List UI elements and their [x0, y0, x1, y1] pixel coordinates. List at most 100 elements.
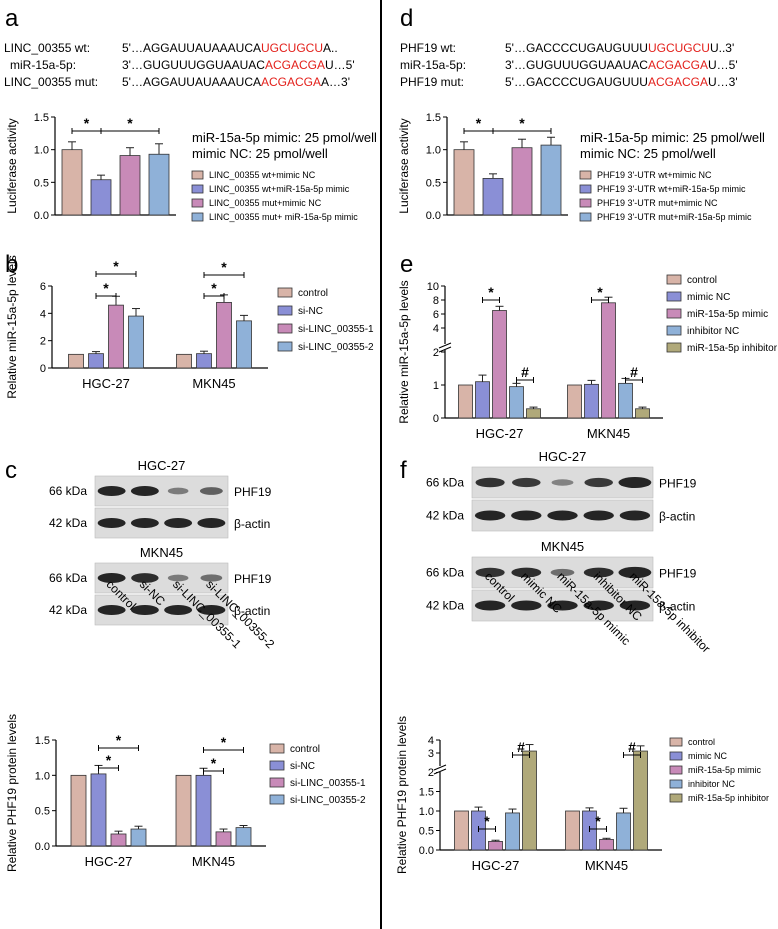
seq-pre: 5'…GACCCCUGAUGUUU: [505, 41, 648, 55]
bar-si-linc-00355-2: [236, 320, 252, 369]
legend-swatch: [579, 198, 592, 208]
legend-label: miR-15a-5p mimic: [687, 309, 768, 320]
seq-pre: 5'…AGGAUUAUAAAUCA: [122, 41, 261, 55]
y-tick-label: 0.0: [419, 845, 434, 857]
blot-band: [474, 600, 506, 611]
legend-label: si-LINC_00355-2: [290, 795, 366, 806]
seq-highlight: UGCUGCU: [648, 41, 710, 55]
y-tick-label: 0: [433, 413, 439, 425]
sig-marker: *: [221, 259, 227, 275]
bar-si-nc: [90, 773, 107, 847]
y-tick-label: 0.0: [426, 210, 441, 222]
y-tick-label: 4: [428, 735, 434, 747]
legend-label: PHF19 3'-UTR mut+miR-15a-5p mimic: [597, 212, 752, 222]
blot-band: [474, 510, 506, 521]
seq-post: A…3': [321, 75, 350, 89]
seq-post: U…5': [325, 58, 355, 72]
bar-si-nc: [88, 353, 104, 369]
legend-swatch: [191, 212, 204, 222]
y-axis-label: Relative miR-15a-5p levels: [5, 255, 19, 398]
legend-label: mimic NC: [687, 292, 730, 303]
legend-swatch: [269, 777, 285, 788]
legend-swatch: [579, 184, 592, 194]
bar-phf19-3-utr-wt-mir-15a-5p-mimic: [482, 178, 504, 216]
western-blot-f: HGC-27 66 kDa PHF19 42 kDa β-actin MKN45 66 kD…: [426, 449, 713, 656]
legend-swatch: [666, 342, 682, 353]
seq-line: 5'…AGGAUUAUAAAUCAUGCUGCUA..: [122, 41, 338, 55]
bar-si-nc: [195, 774, 212, 847]
y-tick-label: 1.0: [426, 145, 441, 157]
bar-control: [68, 353, 84, 369]
blot-protein-label: PHF19: [234, 572, 272, 586]
seq-pre: 3'…GUGUUUGGUAAUAC: [505, 58, 648, 72]
blot-band: [511, 567, 542, 578]
chart-mir-levels-e: 0 1 2 4 6 8 10 Relative miR-15a-5p levels HGC-27…: [397, 274, 778, 441]
sig-marker: *: [211, 755, 217, 771]
chart-note: mimic NC: 25 pmol/well: [580, 146, 716, 161]
blot-band: [547, 600, 578, 611]
y-tick-label: 1.5: [34, 112, 49, 124]
blot-band: [547, 510, 578, 521]
sequence-alignment-d: PHF19 wt: 5'…GACCCCUGAUGUUUUGCUGCUU..3'mi…: [400, 41, 738, 89]
bar-si-linc-00355-1: [216, 301, 232, 369]
legend-label: LINC_00355 wt+miR-15a-5p mimic: [209, 184, 350, 194]
seq-highlight: ACGACGA: [648, 58, 708, 72]
legend-label: si-NC: [290, 761, 315, 772]
seq-highlight: ACGACGA: [648, 75, 708, 89]
y-tick-label: 6: [40, 281, 46, 293]
sig-marker: #: [517, 739, 525, 755]
blot-kda-label: 66 kDa: [49, 484, 87, 498]
x-category-label: MKN45: [587, 426, 630, 441]
blot-band: [130, 486, 159, 496]
blot-band: [583, 567, 614, 578]
y-axis-label: Relative PHF19 protein levels: [5, 714, 19, 872]
y-tick-label: 10: [427, 281, 439, 293]
bar-linc-00355-mut-mir-15a-5p-mimic: [148, 153, 170, 216]
seq-pre: 5'…AGGAUUAUAAAUCA: [122, 75, 261, 89]
bar-si-linc-00355-1: [108, 304, 124, 369]
axis-break-gap: [439, 344, 451, 350]
bar-mimic-nc: [475, 381, 490, 419]
chart-phf19-protein-f: 0.0 0.5 1.0 1.5 2 34 Relative PHF19 protein le…: [395, 716, 769, 874]
blot-kda-label: 42 kDa: [49, 603, 87, 617]
legend-label: miR-15a-5p mimic: [688, 765, 762, 775]
blot-band: [164, 518, 193, 528]
bar-mir-15a-5p-mimic: [599, 839, 614, 851]
seq-highlight: ACGACGA: [265, 58, 325, 72]
y-tick-label: 0.5: [35, 806, 50, 818]
legend-swatch: [191, 170, 204, 180]
y-axis-label: Relative PHF19 protein levels: [395, 716, 409, 874]
y-tick-label: 0.5: [419, 826, 434, 838]
bar-mir-15a-5p-mimic: [601, 302, 616, 419]
axis-break-gap: [434, 766, 446, 772]
seq-label: LINC_00355 wt:: [4, 41, 90, 55]
bar-phf19-3-utr-mut-mimic-nc: [511, 147, 533, 216]
blot-kda-label: 42 kDa: [426, 509, 464, 523]
y-tick-label: 6: [433, 309, 439, 321]
blot-protein-label: β-actin: [234, 517, 270, 531]
axis-break-mark: [433, 768, 447, 775]
sig-marker: *: [127, 115, 133, 131]
seq-line: 3'…GUGUUUGGUAAUACACGACGAU…5': [505, 58, 738, 72]
legend-label: PHF19 3'-UTR mut+mimic NC: [597, 198, 718, 208]
bar-mir-15a-5p-inhibitor: [522, 750, 537, 851]
blot-band: [619, 600, 651, 611]
legend-label: inhibitor NC: [687, 326, 739, 337]
y-tick-label: 1.5: [35, 735, 50, 747]
seq-post: U..3': [710, 41, 734, 55]
seq-post: U…5': [708, 58, 738, 72]
y-tick-label: 8: [433, 295, 439, 307]
legend-label: control: [687, 275, 717, 286]
bar-mimic-nc: [584, 383, 599, 419]
panel-letter-e: e: [400, 251, 413, 278]
legend-label: PHF19 3'-UTR wt+mimic NC: [597, 170, 712, 180]
blot-band: [200, 574, 223, 582]
axis-break-mark: [438, 342, 452, 349]
x-category-label: HGC-27: [82, 376, 130, 391]
legend-label: control: [298, 288, 328, 299]
legend-label: si-LINC_00355-1: [290, 778, 366, 789]
y-axis-label: Luciferase activity: [5, 118, 19, 213]
bar-mir-15a-5p-inhibitor: [633, 750, 648, 851]
seq-line: 5'…GACCCCUGAUGUUUUGCUGCUU..3': [505, 41, 734, 55]
